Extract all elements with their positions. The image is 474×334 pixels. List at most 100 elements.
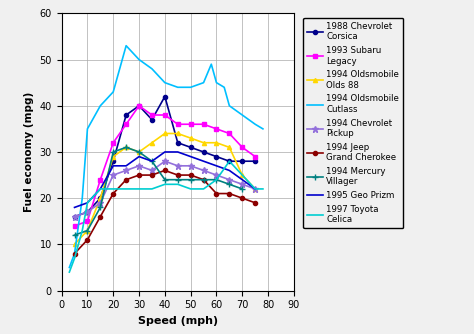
1994 Jeep
Grand Cherokee — [252, 201, 258, 205]
1994 Chevrolet
Pickup — [188, 164, 193, 168]
1997 Toyota
Celica — [84, 201, 90, 205]
1994 Chevrolet
Pickup — [84, 210, 90, 214]
1994 Chevrolet
Pickup — [98, 201, 103, 205]
1993 Subaru
Legacy — [201, 122, 206, 126]
1993 Subaru
Legacy — [72, 224, 77, 228]
1994 Mercury
Villager — [188, 178, 193, 182]
1994 Oldsmobile
Cutlass — [221, 85, 227, 89]
1995 Geo Prizm — [252, 187, 258, 191]
1995 Geo Prizm — [110, 164, 116, 168]
Line: 1994 Oldsmobile
Cutlass: 1994 Oldsmobile Cutlass — [69, 46, 263, 268]
1994 Jeep
Grand Cherokee — [214, 191, 219, 195]
1997 Toyota
Celica — [110, 187, 116, 191]
1994 Mercury
Villager — [201, 178, 206, 182]
1994 Oldsmobile
Cutlass — [188, 85, 193, 89]
1997 Toyota
Celica — [201, 187, 206, 191]
1994 Jeep
Grand Cherokee — [239, 196, 245, 200]
1997 Toyota
Celica — [175, 182, 181, 186]
1994 Jeep
Grand Cherokee — [72, 252, 77, 256]
1997 Toyota
Celica — [149, 187, 155, 191]
1994 Oldsmobile
Cutlass — [175, 85, 181, 89]
1994 Oldsmobile
Olds 88 — [84, 228, 90, 232]
1994 Oldsmobile
Cutlass — [84, 127, 90, 131]
1988 Chevrolet
Corsica — [188, 145, 193, 149]
Y-axis label: Fuel economy (mpg): Fuel economy (mpg) — [24, 92, 34, 212]
1993 Subaru
Legacy — [188, 122, 193, 126]
1997 Toyota
Celica — [66, 270, 72, 274]
1993 Subaru
Legacy — [123, 122, 129, 126]
1994 Jeep
Grand Cherokee — [136, 173, 142, 177]
1994 Chevrolet
Pickup — [149, 168, 155, 172]
1988 Chevrolet
Corsica — [214, 155, 219, 159]
1994 Mercury
Villager — [110, 150, 116, 154]
1994 Chevrolet
Pickup — [214, 173, 219, 177]
1997 Toyota
Celica — [136, 187, 142, 191]
1993 Subaru
Legacy — [110, 141, 116, 145]
1994 Oldsmobile
Cutlass — [239, 113, 245, 117]
1994 Oldsmobile
Olds 88 — [252, 187, 258, 191]
Line: 1994 Mercury
Villager: 1994 Mercury Villager — [72, 145, 245, 238]
X-axis label: Speed (mph): Speed (mph) — [137, 316, 218, 326]
1994 Mercury
Villager — [175, 178, 181, 182]
1994 Chevrolet
Pickup — [239, 182, 245, 186]
1994 Oldsmobile
Olds 88 — [214, 141, 219, 145]
1988 Chevrolet
Corsica — [239, 159, 245, 163]
1994 Mercury
Villager — [239, 187, 245, 191]
1988 Chevrolet
Corsica — [110, 159, 116, 163]
1994 Mercury
Villager — [149, 159, 155, 163]
1994 Oldsmobile
Cutlass — [227, 104, 232, 108]
1993 Subaru
Legacy — [162, 113, 168, 117]
1988 Chevrolet
Corsica — [72, 215, 77, 219]
1994 Oldsmobile
Cutlass — [149, 67, 155, 71]
1994 Mercury
Villager — [84, 228, 90, 232]
1994 Chevrolet
Pickup — [110, 173, 116, 177]
1994 Mercury
Villager — [123, 145, 129, 149]
1994 Oldsmobile
Cutlass — [162, 81, 168, 85]
Line: 1995 Geo Prizm: 1995 Geo Prizm — [74, 152, 255, 207]
1997 Toyota
Celica — [214, 178, 219, 182]
1994 Jeep
Grand Cherokee — [201, 178, 206, 182]
1995 Geo Prizm — [201, 159, 206, 163]
Line: 1994 Jeep
Grand Cherokee: 1994 Jeep Grand Cherokee — [73, 168, 257, 256]
1994 Oldsmobile
Cutlass — [123, 44, 129, 48]
1997 Toyota
Celica — [98, 187, 103, 191]
Line: 1993 Subaru
Legacy: 1993 Subaru Legacy — [73, 104, 257, 228]
1994 Oldsmobile
Olds 88 — [188, 136, 193, 140]
1994 Oldsmobile
Cutlass — [209, 62, 214, 66]
1994 Oldsmobile
Olds 88 — [136, 150, 142, 154]
1994 Mercury
Villager — [98, 205, 103, 209]
1988 Chevrolet
Corsica — [227, 159, 232, 163]
1995 Geo Prizm — [84, 201, 90, 205]
1995 Geo Prizm — [239, 178, 245, 182]
1994 Chevrolet
Pickup — [252, 187, 258, 191]
1994 Jeep
Grand Cherokee — [98, 215, 103, 219]
1995 Geo Prizm — [162, 150, 168, 154]
1994 Mercury
Villager — [162, 178, 168, 182]
1988 Chevrolet
Corsica — [98, 196, 103, 200]
1988 Chevrolet
Corsica — [201, 150, 206, 154]
1994 Mercury
Villager — [72, 233, 77, 237]
1994 Oldsmobile
Cutlass — [252, 122, 258, 126]
1988 Chevrolet
Corsica — [252, 159, 258, 163]
1994 Chevrolet
Pickup — [123, 168, 129, 172]
1988 Chevrolet
Corsica — [136, 104, 142, 108]
1995 Geo Prizm — [188, 155, 193, 159]
1988 Chevrolet
Corsica — [175, 141, 181, 145]
1993 Subaru
Legacy — [214, 127, 219, 131]
1994 Oldsmobile
Cutlass — [260, 127, 266, 131]
1994 Oldsmobile
Olds 88 — [227, 145, 232, 149]
1994 Jeep
Grand Cherokee — [188, 173, 193, 177]
1994 Chevrolet
Pickup — [136, 164, 142, 168]
1994 Jeep
Grand Cherokee — [123, 178, 129, 182]
1994 Oldsmobile
Cutlass — [214, 81, 219, 85]
1994 Jeep
Grand Cherokee — [84, 238, 90, 242]
1997 Toyota
Celica — [80, 228, 85, 232]
1997 Toyota
Celica — [162, 182, 168, 186]
1994 Mercury
Villager — [136, 150, 142, 154]
1994 Mercury
Villager — [214, 178, 219, 182]
1995 Geo Prizm — [227, 168, 232, 172]
1994 Chevrolet
Pickup — [175, 164, 181, 168]
1988 Chevrolet
Corsica — [123, 113, 129, 117]
1994 Oldsmobile
Cutlass — [80, 196, 85, 200]
1997 Toyota
Celica — [72, 256, 77, 260]
